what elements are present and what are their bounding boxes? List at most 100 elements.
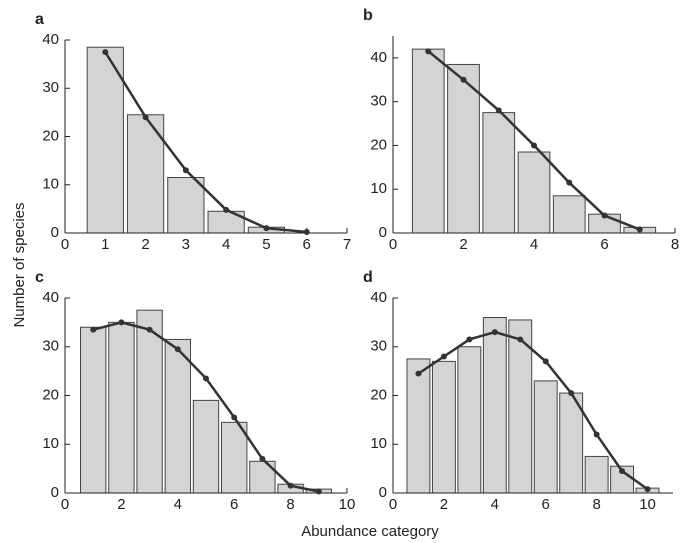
y-tick-label: 10 [42, 176, 59, 193]
bar [517, 151, 551, 234]
curve-point [203, 375, 209, 382]
bar [533, 380, 558, 494]
bar [221, 421, 248, 494]
y-tick-label: 10 [370, 435, 387, 452]
x-tick-label: 2 [440, 496, 448, 513]
y-tick-label: 10 [42, 435, 59, 452]
x-tick-label: 6 [230, 496, 238, 513]
x-tick-label: 4 [222, 236, 230, 253]
y-tick-label: 40 [370, 289, 387, 306]
x-tick-label: 2 [459, 236, 467, 253]
y-axis-label: Number of species [11, 202, 28, 327]
curve-point [142, 114, 149, 121]
curve-point [90, 326, 97, 333]
curve-point [644, 486, 651, 493]
panel-letter: b [363, 7, 373, 24]
bar [482, 317, 507, 494]
curve-point [568, 390, 575, 397]
x-tick-label: 6 [600, 236, 608, 253]
curve-point [593, 431, 600, 438]
curve-point [315, 488, 322, 495]
y-tick-label: 30 [370, 338, 387, 355]
y-tick-label: 30 [42, 79, 59, 96]
curve-point [636, 226, 643, 233]
x-tick-label: 4 [491, 496, 499, 513]
x-tick-label: 0 [61, 496, 69, 513]
bar [164, 338, 191, 494]
fit-curve [417, 330, 649, 491]
curve-point [182, 167, 189, 174]
bar [431, 360, 456, 494]
curve-point [263, 225, 270, 232]
y-tick-label: 20 [370, 386, 387, 403]
x-tick-label: 6 [542, 496, 550, 513]
curve-point [517, 336, 524, 343]
x-tick-label: 10 [639, 496, 656, 513]
x-tick-label: 3 [182, 236, 190, 253]
y-tick-label: 20 [42, 386, 59, 403]
fit-curve [104, 51, 307, 234]
y-tick-label: 10 [370, 180, 387, 197]
curve-point [495, 107, 502, 114]
x-tick-label: 4 [174, 496, 182, 513]
curve-point [542, 358, 549, 365]
curve-point [174, 346, 181, 353]
x-tick-label: 8 [286, 496, 294, 513]
panel-letter: d [363, 269, 373, 286]
bar [80, 326, 107, 494]
x-tick-label: 7 [343, 236, 351, 253]
curve-point [303, 229, 310, 236]
curve-point [146, 326, 153, 333]
curve-point [425, 48, 432, 55]
curve-point [619, 468, 626, 475]
curve-point [460, 76, 467, 83]
y-tick-label: 40 [42, 31, 59, 48]
y-tick-label: 40 [42, 289, 59, 306]
x-tick-label: 0 [389, 496, 397, 513]
panel-letter: c [35, 269, 44, 286]
bar [447, 63, 480, 234]
bar [411, 48, 445, 234]
curve-point [259, 455, 266, 462]
x-tick-label: 8 [592, 496, 600, 513]
bar [136, 309, 163, 494]
curve-point [466, 336, 473, 343]
bar [406, 358, 431, 494]
bar [108, 321, 135, 494]
x-tick-label: 0 [389, 236, 397, 253]
bar [167, 177, 205, 234]
curve-point [118, 319, 125, 326]
x-axis-label: Abundance category [301, 523, 439, 540]
x-tick-label: 10 [339, 496, 356, 513]
curve-point [566, 179, 573, 186]
y-tick-label: 0 [51, 484, 59, 501]
y-tick-label: 20 [42, 127, 59, 144]
y-tick-label: 30 [42, 338, 59, 355]
x-tick-label: 6 [303, 236, 311, 253]
curve-point [531, 142, 537, 149]
x-tick-label: 8 [671, 236, 679, 253]
x-tick-label: 5 [262, 236, 270, 253]
curve-point [415, 370, 422, 377]
y-tick-label: 30 [370, 93, 387, 110]
y-tick-label: 0 [51, 224, 59, 241]
y-tick-label: 0 [379, 224, 387, 241]
curve-point [223, 206, 230, 213]
curve-point [287, 482, 294, 489]
curve-point [601, 212, 608, 219]
x-tick-label: 4 [530, 236, 538, 253]
bar [86, 46, 124, 234]
bar [457, 346, 482, 494]
x-tick-label: 2 [117, 496, 125, 513]
x-tick-label: 1 [101, 236, 109, 253]
bar [192, 399, 220, 494]
curve-point [440, 353, 447, 360]
y-tick-label: 0 [379, 484, 387, 501]
bar [482, 112, 516, 234]
x-tick-label: 2 [141, 236, 149, 253]
bar [584, 455, 609, 494]
curve-point [231, 414, 238, 421]
bar [552, 195, 586, 234]
curve-point [102, 49, 109, 56]
